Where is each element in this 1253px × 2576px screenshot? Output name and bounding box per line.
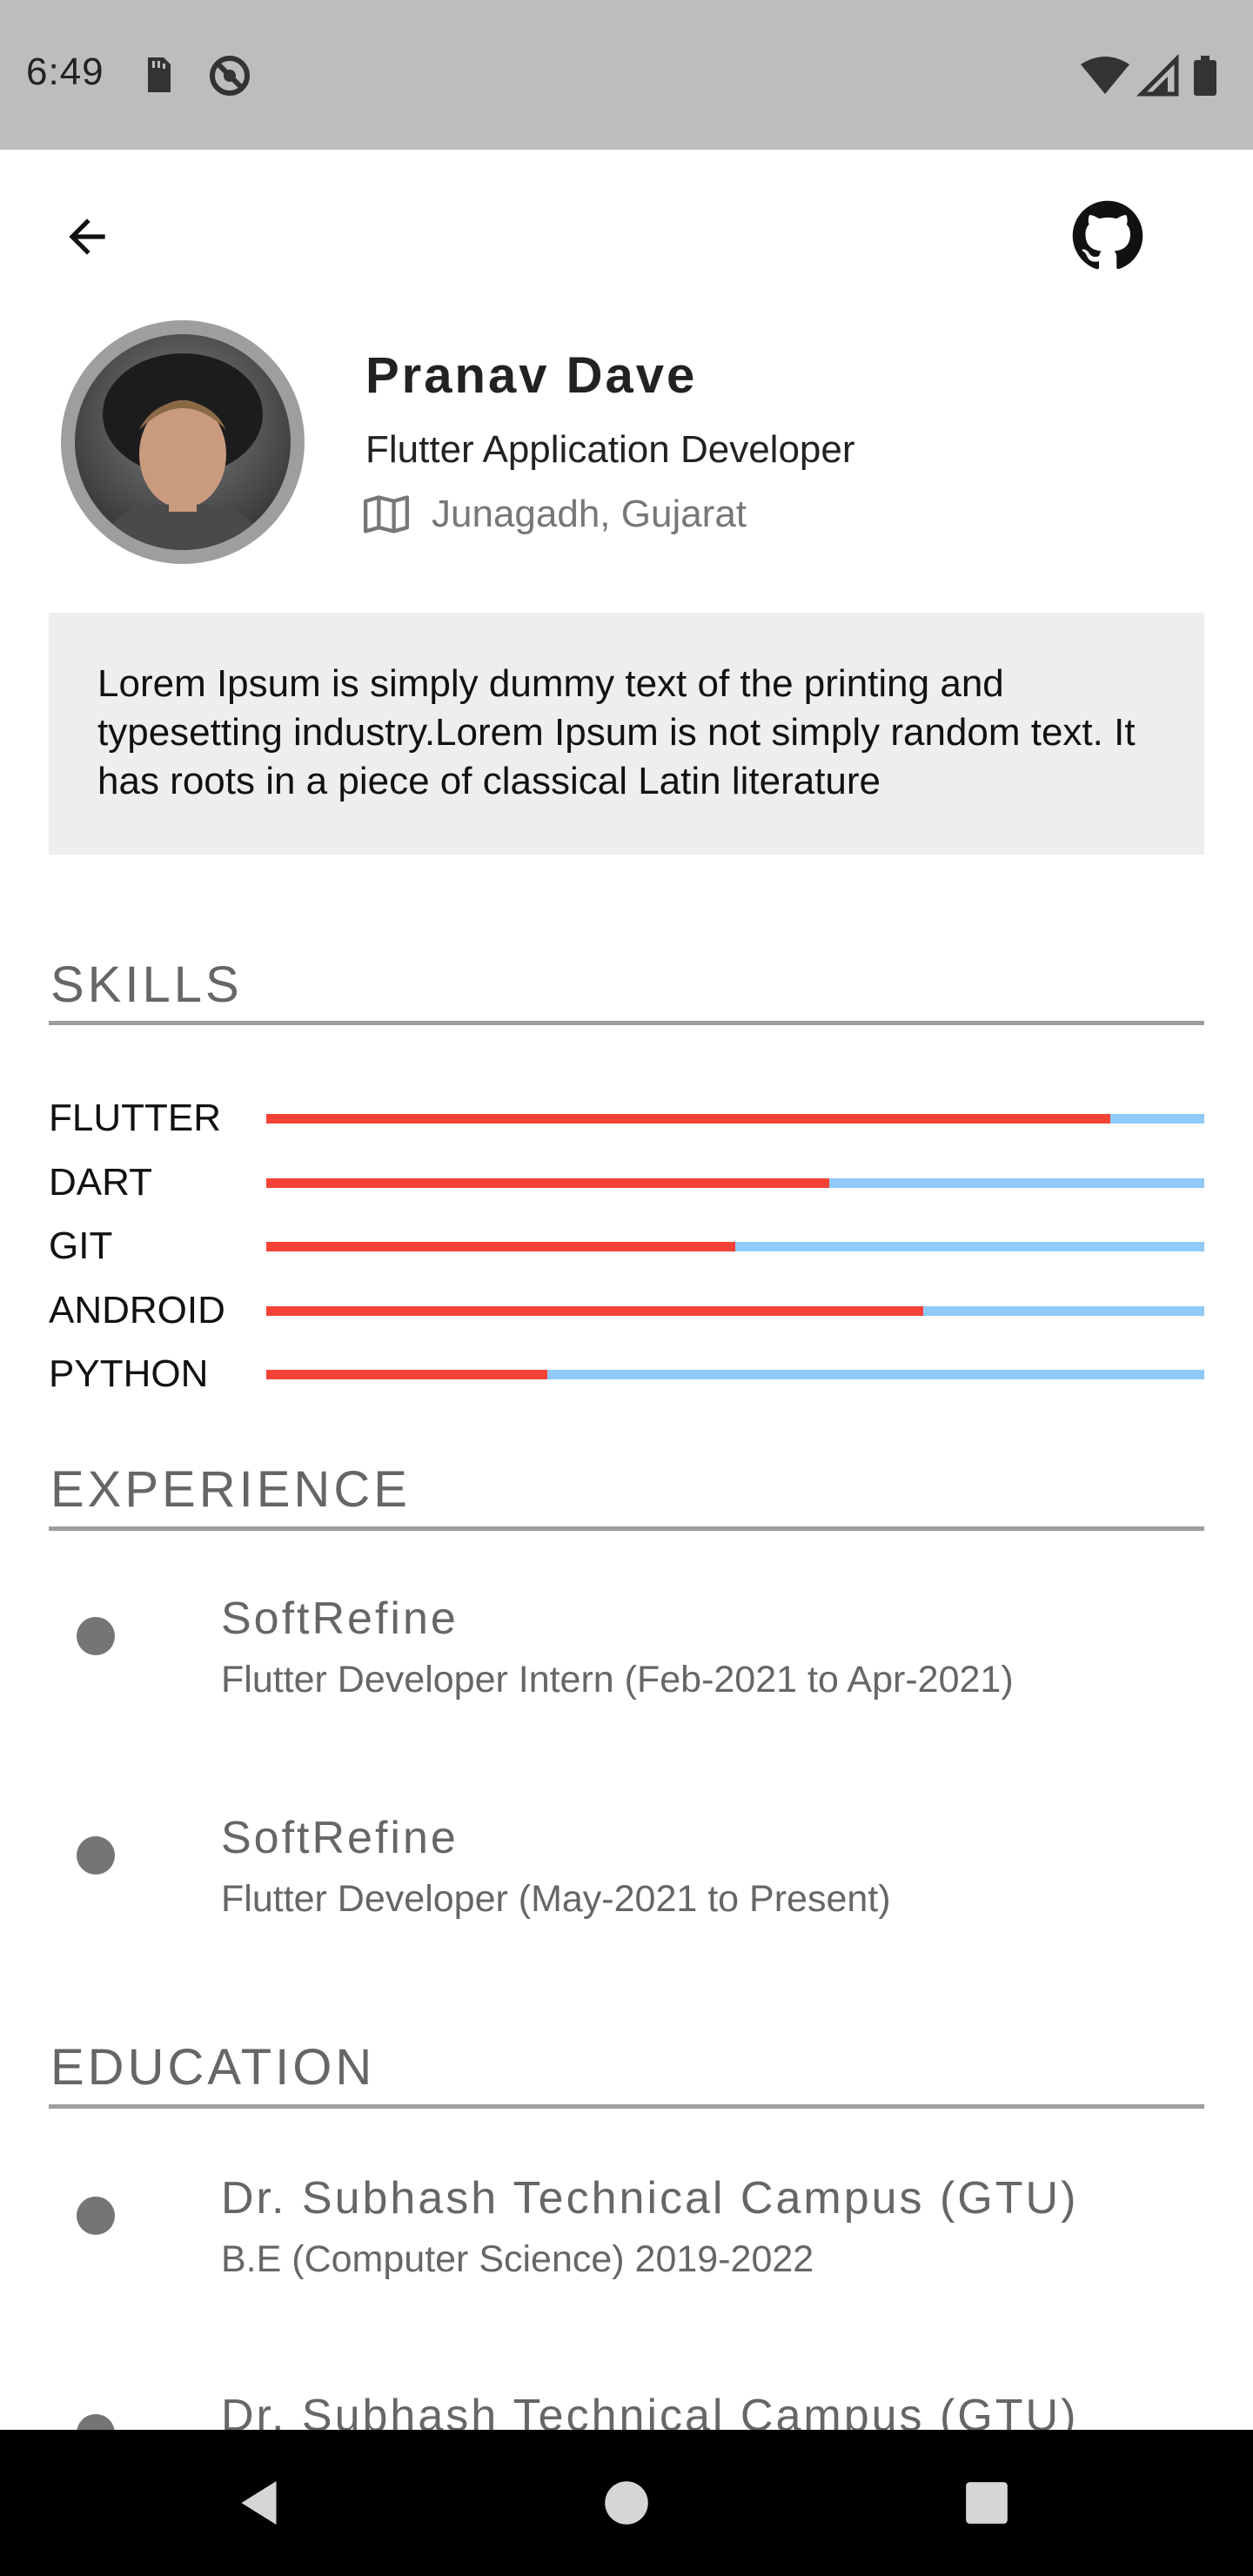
skill-progress-fill [266,1242,735,1251]
skills-list: FLUTTER DART GIT ANDROID PYTHON [49,1093,1204,1413]
location-text: Junagadh, Gujarat [432,493,747,535]
skill-progress-bar [266,1370,1204,1379]
skill-progress-fill [266,1114,1111,1124]
education-divider [49,2104,1204,2109]
status-right-icons [1081,53,1216,97]
status-left-icons [148,56,250,96]
status-bar: 6:49 [0,0,1253,150]
skill-progress-bar [266,1114,1204,1124]
map-icon [364,495,409,533]
education-heading: EDUCATION [50,2039,376,2096]
education-detail: B.E (Computer Science) 2019-2022 [221,2238,814,2280]
app-header [0,150,1253,324]
experience-heading: EXPERIENCE [50,1461,411,1518]
nav-recents-button[interactable] [955,2472,1018,2534]
skill-progress-bar [266,1177,1204,1188]
nav-home-icon [605,2481,648,2525]
skill-progress-bar [266,1242,1204,1251]
github-icon [1072,200,1143,270]
battery-icon [1194,56,1216,96]
experience-divider [49,1526,1204,1531]
skill-row: PYTHON [49,1349,1204,1413]
experience-detail: Flutter Developer Intern (Feb-2021 to Ap… [221,1659,1014,1701]
do-not-disturb-icon [210,56,250,96]
avatar-photo [75,334,291,550]
bio-text: Lorem Ipsum is simply dummy text of the … [97,662,1136,802]
skill-progress-fill [266,1370,548,1379]
timeline-dot [77,2197,115,2235]
skill-row: ANDROID [49,1285,1204,1350]
education-institute: Dr. Subhash Technical Campus (GTU) [221,2173,1079,2224]
wifi-icon [1081,57,1129,94]
sd-card-icon [148,57,171,92]
skills-divider [49,1021,1204,1025]
skill-name: DART [49,1160,152,1204]
profile-title: Flutter Application Developer [365,428,855,471]
timeline-dot [77,1617,115,1655]
github-button[interactable] [1069,197,1147,275]
skill-row: GIT [49,1221,1204,1285]
skill-row: FLUTTER [49,1093,1204,1157]
nav-home-button[interactable] [595,2472,658,2534]
nav-back-icon [241,2481,277,2525]
profile-name: Pranav Dave [365,347,698,404]
experience-company: SoftRefine [221,1813,459,1863]
arrow-back-icon [69,218,105,255]
cell-signal-icon [1136,53,1179,97]
experience-company: SoftRefine [221,1593,459,1644]
skill-row: DART [49,1157,1204,1222]
skill-name: PYTHON [49,1352,209,1395]
skill-name: GIT [49,1224,113,1267]
skill-progress-bar [266,1305,1204,1316]
skill-progress-fill [266,1305,923,1316]
profile-location: Junagadh, Gujarat [364,493,747,536]
skill-progress-fill [266,1177,829,1188]
skills-heading: SKILLS [50,956,243,1013]
back-button[interactable] [52,202,122,272]
timeline-dot [77,1836,115,1875]
skill-name: ANDROID [49,1288,225,1332]
skill-name: FLUTTER [49,1097,221,1139]
nav-recents-icon [966,2482,1008,2524]
experience-detail: Flutter Developer (May-2021 to Present) [221,1878,891,1920]
nav-back-button[interactable] [230,2472,292,2534]
nav-bar [0,2430,1253,2576]
status-time: 6:49 [26,50,104,93]
bio-box: Lorem Ipsum is simply dummy text of the … [49,613,1204,855]
avatar [61,320,305,564]
